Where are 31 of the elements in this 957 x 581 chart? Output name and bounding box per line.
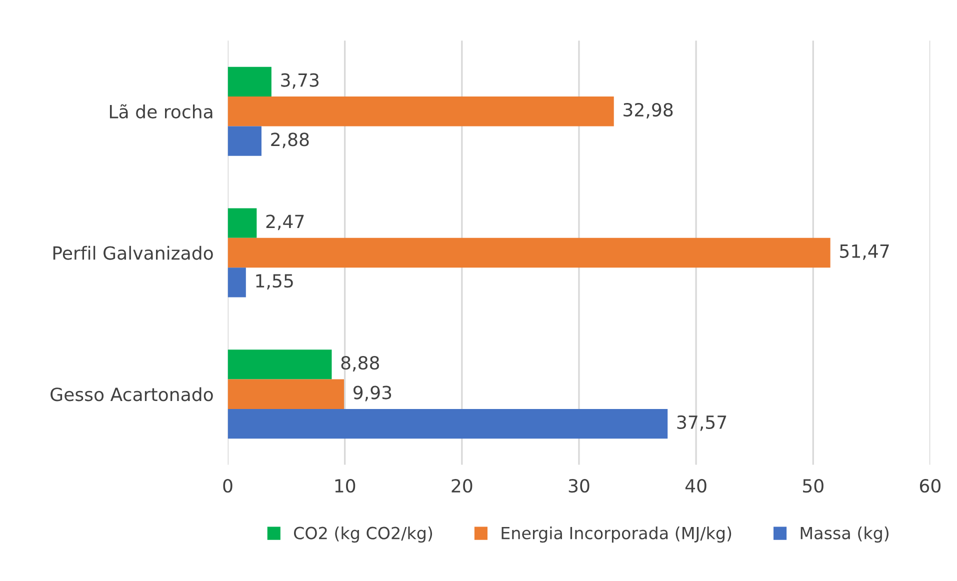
- legend-label: CO2 (kg CO2/kg): [294, 526, 432, 543]
- y-tick-label: Perfil Galvanizado: [53, 246, 213, 260]
- bar: [228, 268, 246, 298]
- x-tick-label: 10: [335, 479, 356, 493]
- data-label: 37,57: [677, 415, 726, 431]
- bar: [228, 350, 332, 380]
- x-tick-label: 0: [223, 479, 232, 493]
- bar: [228, 66, 272, 97]
- y-tick-label: Gesso Acartonado: [50, 387, 213, 402]
- bar: [228, 208, 257, 238]
- data-label: 32,98: [624, 102, 673, 118]
- x-tick-label: 30: [568, 479, 590, 493]
- bar: [228, 126, 262, 156]
- bar: [228, 379, 344, 409]
- legend-label: Massa (kg): [800, 526, 888, 543]
- x-tick-label: 50: [803, 479, 824, 493]
- bar: [228, 238, 830, 268]
- y-tick-label: Lã de rocha: [110, 104, 212, 118]
- data-label: 3,73: [281, 73, 319, 89]
- bar: [228, 408, 668, 439]
- data-label: 2,47: [266, 214, 304, 230]
- data-label: 8,88: [341, 356, 380, 372]
- data-label: 1,55: [256, 274, 293, 290]
- x-tick-label: 40: [685, 479, 706, 493]
- x-tick-label: 20: [452, 479, 472, 493]
- x-tick-label: 60: [920, 479, 940, 493]
- data-label: 9,93: [353, 386, 392, 402]
- data-label: 2,88: [271, 132, 309, 148]
- bar: [228, 96, 614, 126]
- data-label: 51,47: [840, 244, 889, 260]
- legend-label: Energia Incorporada (MJ/kg): [502, 526, 732, 543]
